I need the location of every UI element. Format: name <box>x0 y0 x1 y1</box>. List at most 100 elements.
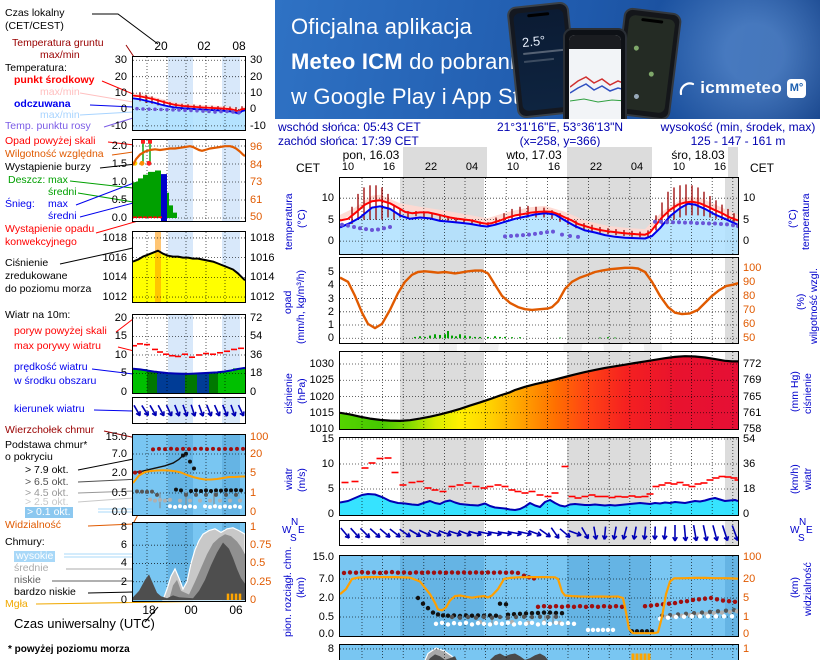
label--km-h-: (km/h) <box>789 464 801 494</box>
tick-label: 0.5 <box>318 611 334 623</box>
label--mm-h-kg-m-h-: (mm/h, kg/m³/h) <box>295 269 307 344</box>
chart-mini-temp <box>132 56 246 131</box>
tick-label: 15 <box>321 433 334 445</box>
tick-label: 0.5 <box>111 194 127 206</box>
tick-label: 5 <box>327 213 334 226</box>
label-max-min: max/min <box>40 109 80 121</box>
label-04: 04 <box>465 161 479 173</box>
tick-label: 15.0 <box>105 431 127 443</box>
label-08: 08 <box>232 39 246 53</box>
tick-label: 10 <box>321 192 334 205</box>
tick-label: 1014 <box>102 271 127 284</box>
label-temperatura-gruntu: Temperatura gruntu <box>12 37 104 49</box>
chart-main-cloudbase <box>339 555 739 637</box>
label-widzialność: widzialność <box>802 562 814 616</box>
night-band <box>403 147 487 178</box>
tick-label: 6 <box>120 539 127 552</box>
label-widzialność: Widzialność <box>5 519 62 531</box>
label-wystąpienie-burzy: Wystąpienie burzy <box>5 161 91 173</box>
tick-label: 2 <box>120 575 127 588</box>
label-pion-rozciągł-chm-: pion. rozciągł. chm. <box>282 546 294 637</box>
label-wiatr-na-10m-: Wiatr na 10m: <box>5 309 71 321</box>
promo-banner[interactable]: Oficjalna aplikacja Meteo ICM do pobrani… <box>275 0 820 119</box>
tick-label: 0 <box>743 628 750 640</box>
label-00: 00 <box>184 603 198 617</box>
tick-label: 0 <box>250 103 257 116</box>
label-wierzchołek-chmur: Wierzchołek chmur <box>5 424 95 436</box>
chart-main-pressure <box>339 351 739 430</box>
label--m-s-: (m/s) <box>296 468 308 492</box>
tick-label: 5 <box>327 266 334 279</box>
tick-label: 0 <box>743 235 750 248</box>
tick-label: 54 <box>250 330 263 343</box>
label-18: 18 <box>142 603 156 617</box>
tick-label: 0 <box>250 386 257 398</box>
icmmeteo-logo[interactable]: icmmeteo M° <box>679 78 806 98</box>
tick-label: 0.0 <box>111 506 127 518</box>
tick-label: 36 <box>250 348 263 361</box>
chart-mini-cloudbase <box>132 434 246 516</box>
tick-label: 1 <box>743 611 750 623</box>
banner-line2: Meteo ICM do pobrania <box>291 49 528 75</box>
label-temp-punktu-rosy: Temp. punktu rosy <box>5 120 91 132</box>
phone-notch <box>641 17 664 24</box>
label-punkt-środkowy: punkt środkowy <box>14 74 95 86</box>
night-band <box>728 147 738 178</box>
label-prędkość-wiatru: prędkość wiatru <box>14 361 88 373</box>
tick-label: 20 <box>250 70 263 83</box>
label-kierunek-wiatru: kierunek wiatru <box>14 403 85 415</box>
tick-label: 50 <box>743 331 756 344</box>
label-śro-18-03: śro, 18.03 <box>671 148 725 162</box>
label-czas-uniwersalny-utc-: Czas uniwersalny (UTC) <box>14 616 155 631</box>
label-temperatura: temperatura <box>800 193 812 250</box>
tick-label: 5 <box>250 467 257 479</box>
tick-label: 60 <box>743 317 756 330</box>
label-do-poziomu-morza: do poziomu morza <box>5 283 92 295</box>
tick-label: 1 <box>743 642 750 655</box>
label-średni: średni <box>48 186 77 198</box>
label-16: 16 <box>382 161 396 173</box>
label-ciśnienie: ciśnienie <box>802 373 814 414</box>
tick-label: 18 <box>250 367 263 380</box>
tick-label: 10 <box>743 192 756 205</box>
label-wystąpienie-opadu: Wystąpienie opadu <box>5 223 95 235</box>
label-w-środku-obszaru: w środku obszaru <box>14 375 97 387</box>
tick-label: 0.25 <box>250 575 272 588</box>
label-chmury-: Chmury: <box>5 536 45 548</box>
label-s: S <box>290 533 297 544</box>
phone-center-screen <box>569 35 621 119</box>
label-n: N <box>291 517 299 528</box>
chart-main-temp <box>339 177 739 255</box>
label-06: 06 <box>229 603 243 617</box>
map-dot <box>648 71 655 77</box>
label--km-: (km) <box>295 577 307 598</box>
label-poryw-powyżej-skali: poryw powyżej skali <box>14 325 107 337</box>
tick-label: 2.0 <box>111 467 127 479</box>
chart-mini-cloudcover <box>132 522 246 602</box>
tick-label: 0 <box>327 508 334 520</box>
tick-label: 0 <box>120 103 127 116</box>
altitude-values: 125 - 147 - 161 m <box>690 134 786 148</box>
tick-label: 3 <box>327 292 334 305</box>
tick-label: 1018 <box>250 231 275 244</box>
tick-label: 73 <box>250 176 263 189</box>
tick-label: 20 <box>250 448 263 460</box>
label--powyżej-poziomu-morza: * powyżej poziomu morza <box>8 644 130 655</box>
tick-label: 10 <box>250 87 263 100</box>
label-konwekcyjnego: konwekcyjnego <box>5 236 77 248</box>
phone-ui-line <box>523 48 564 56</box>
label-n: N <box>799 517 807 528</box>
label-cet: CET <box>296 161 320 175</box>
tick-label: 5 <box>743 592 750 604</box>
chart-main-wind <box>339 437 739 516</box>
map-dot <box>633 45 640 51</box>
label-bardzo-niskie: bardzo niskie <box>14 586 76 598</box>
tick-label: -10 <box>250 119 266 132</box>
banner-app-name: Meteo ICM <box>291 49 403 74</box>
label--6-5-okt-: > 6.5 okt. <box>25 476 69 488</box>
label-e: E <box>298 525 305 536</box>
label-opad-powyżej-skali: Opad powyżej skali <box>5 135 96 147</box>
tick-label: 30 <box>114 54 127 67</box>
tick-label: 1 <box>327 319 334 332</box>
